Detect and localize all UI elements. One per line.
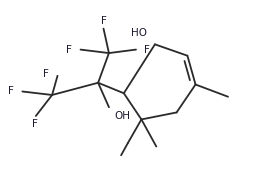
Text: F: F (43, 69, 49, 79)
Text: F: F (144, 45, 150, 55)
Text: F: F (66, 45, 72, 55)
Text: F: F (101, 16, 106, 26)
Text: HO: HO (131, 28, 147, 38)
Text: F: F (8, 86, 14, 96)
Text: OH: OH (114, 111, 130, 121)
Text: F: F (32, 119, 38, 129)
